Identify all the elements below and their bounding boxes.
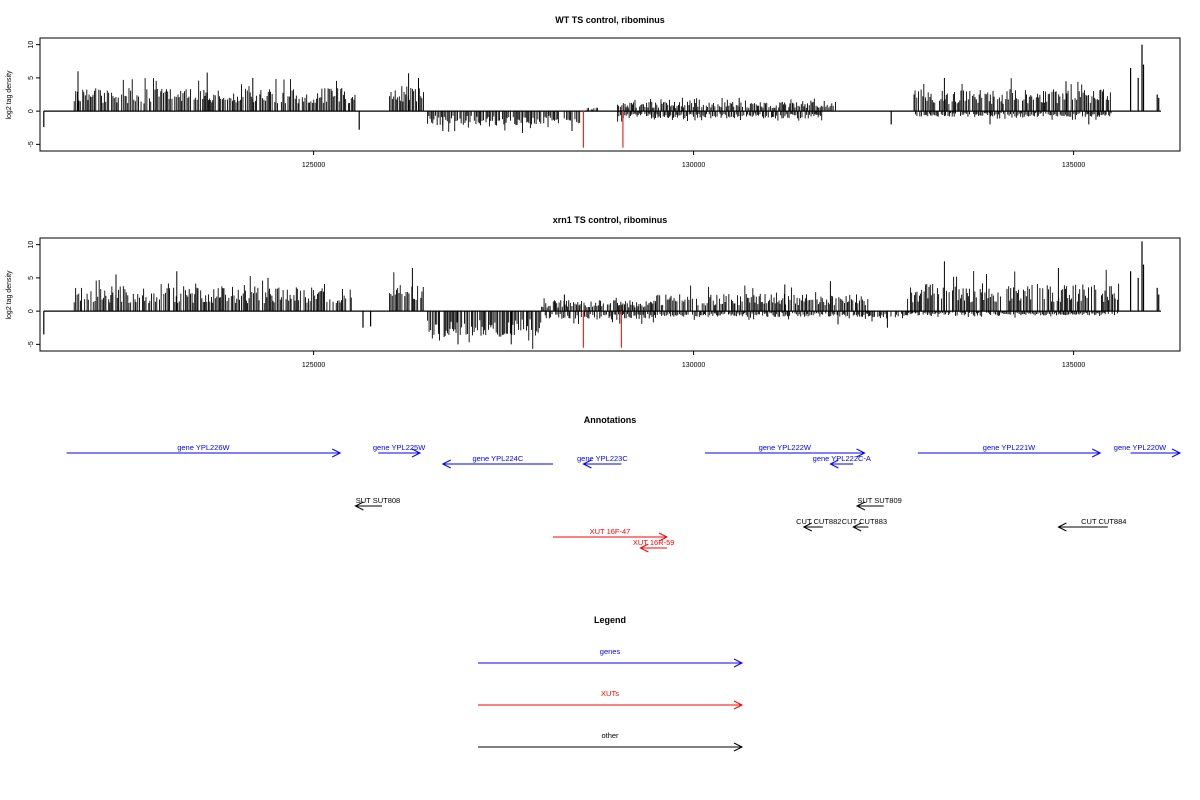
feature-label: CUT CUT883 xyxy=(842,517,887,526)
feature-label: SUT SUT808 xyxy=(356,496,400,505)
y-axis-label: log2 tag density xyxy=(6,70,13,120)
x-tick-label: 135000 xyxy=(1062,362,1085,369)
annotation-feature: gene YPL220W xyxy=(1114,443,1182,458)
feature-label: gene YPL223C xyxy=(577,454,628,463)
annotation-feature: CUT CUT884 xyxy=(1057,517,1126,532)
feature-label: gene YPL222W xyxy=(759,443,812,452)
x-tick-label: 130000 xyxy=(682,162,705,169)
annotation-feature: SUT SUT808 xyxy=(354,496,400,511)
feature-arrowhead xyxy=(1057,522,1067,532)
annotation-feature: XUT 16F-47 xyxy=(553,527,669,542)
annotations-panel: Annotations gene YPL226W gene YPL225W gene… xyxy=(66,415,1182,553)
annotation-feature: gene YPL224C xyxy=(441,454,553,469)
feature-label: gene YPL226W xyxy=(177,443,230,452)
x-tick-label: 130000 xyxy=(682,362,705,369)
feature-arrowhead xyxy=(582,459,592,469)
x-tick-label: 125000 xyxy=(302,162,325,169)
feature-label: SUT SUT809 xyxy=(857,496,901,505)
feature-arrowhead xyxy=(331,448,342,458)
feature-label: CUT CUT882 xyxy=(796,517,841,526)
feature-label: gene YPL225W xyxy=(373,443,426,452)
feature-arrowhead xyxy=(829,459,839,469)
legend-arrowhead xyxy=(733,742,744,752)
legend-item: XUTs xyxy=(478,689,744,710)
legend-item: other xyxy=(478,731,744,752)
chart-title: WT TS control, ribominus xyxy=(555,15,665,25)
legend-arrowhead xyxy=(733,700,744,710)
feature-label: gene YPL221W xyxy=(983,443,1036,452)
annotation-feature: gene YPL225W xyxy=(373,443,426,458)
legend-label: genes xyxy=(600,647,621,656)
feature-label: gene YPL222C-A xyxy=(813,454,871,463)
legend-arrowhead xyxy=(733,658,744,668)
chart-title: xrn1 TS control, ribominus xyxy=(553,215,668,225)
feature-label: XUT 16R-59 xyxy=(633,538,675,547)
feature-label: XUT 16F-47 xyxy=(590,527,631,536)
annotation-feature: CUT CUT883 xyxy=(842,517,887,532)
bars-group xyxy=(43,241,1161,349)
feature-arrowhead xyxy=(852,522,862,532)
annotation-feature: gene YPL223C xyxy=(577,454,628,469)
y-axis-label: log2 tag density xyxy=(6,270,13,320)
y-tick-label: 10 xyxy=(28,41,35,49)
annotation-feature: XUT 16R-59 xyxy=(633,538,675,553)
feature-label: gene YPL224C xyxy=(473,454,524,463)
y-tick-label: -5 xyxy=(28,141,35,147)
annotation-feature: gene YPL222W xyxy=(705,443,866,458)
panel-wt-ts-control: WT TS control, ribominus log2 tag densit… xyxy=(6,15,1181,169)
legend: Legend genes XUTs other xyxy=(478,615,744,752)
plot-frame xyxy=(39,237,1181,352)
annotation-feature: gene YPL222C-A xyxy=(813,454,871,469)
feature-arrowhead xyxy=(411,448,422,458)
feature-arrowhead xyxy=(639,543,649,553)
annotations-title: Annotations xyxy=(584,415,637,425)
feature-arrowhead xyxy=(856,448,866,458)
feature-arrowhead xyxy=(1091,448,1102,458)
annotation-feature: gene YPL226W xyxy=(66,443,342,458)
feature-arrowhead xyxy=(354,501,364,511)
feature-label: gene YPL220W xyxy=(1114,443,1167,452)
legend-label: other xyxy=(601,731,619,740)
legend-label: XUTs xyxy=(601,689,619,698)
plot-frame xyxy=(39,37,1181,152)
bars-group xyxy=(43,44,1161,148)
feature-label: CUT CUT884 xyxy=(1081,517,1126,526)
feature-arrowhead xyxy=(802,522,813,532)
feature-arrowhead xyxy=(441,459,452,469)
y-tick-label: 5 xyxy=(28,76,35,80)
panel-xrn1-ts-control: xrn1 TS control, ribominus log2 tag dens… xyxy=(6,215,1181,369)
feature-arrowhead xyxy=(658,532,669,542)
y-tick-label: 0 xyxy=(28,109,35,113)
y-tick-label: 5 xyxy=(28,276,35,280)
annotation-feature: SUT SUT809 xyxy=(855,496,902,511)
annotation-feature: gene YPL221W xyxy=(917,443,1102,458)
y-tick-label: 0 xyxy=(28,309,35,313)
x-tick-label: 125000 xyxy=(302,362,325,369)
feature-arrowhead xyxy=(855,501,866,511)
legend-title: Legend xyxy=(594,615,626,625)
legend-item: genes xyxy=(478,647,744,668)
x-tick-label: 135000 xyxy=(1062,162,1085,169)
y-tick-label: -5 xyxy=(28,341,35,347)
annotation-feature: CUT CUT882 xyxy=(796,517,841,532)
y-tick-label: 10 xyxy=(28,241,35,249)
feature-arrowhead xyxy=(1171,448,1182,458)
